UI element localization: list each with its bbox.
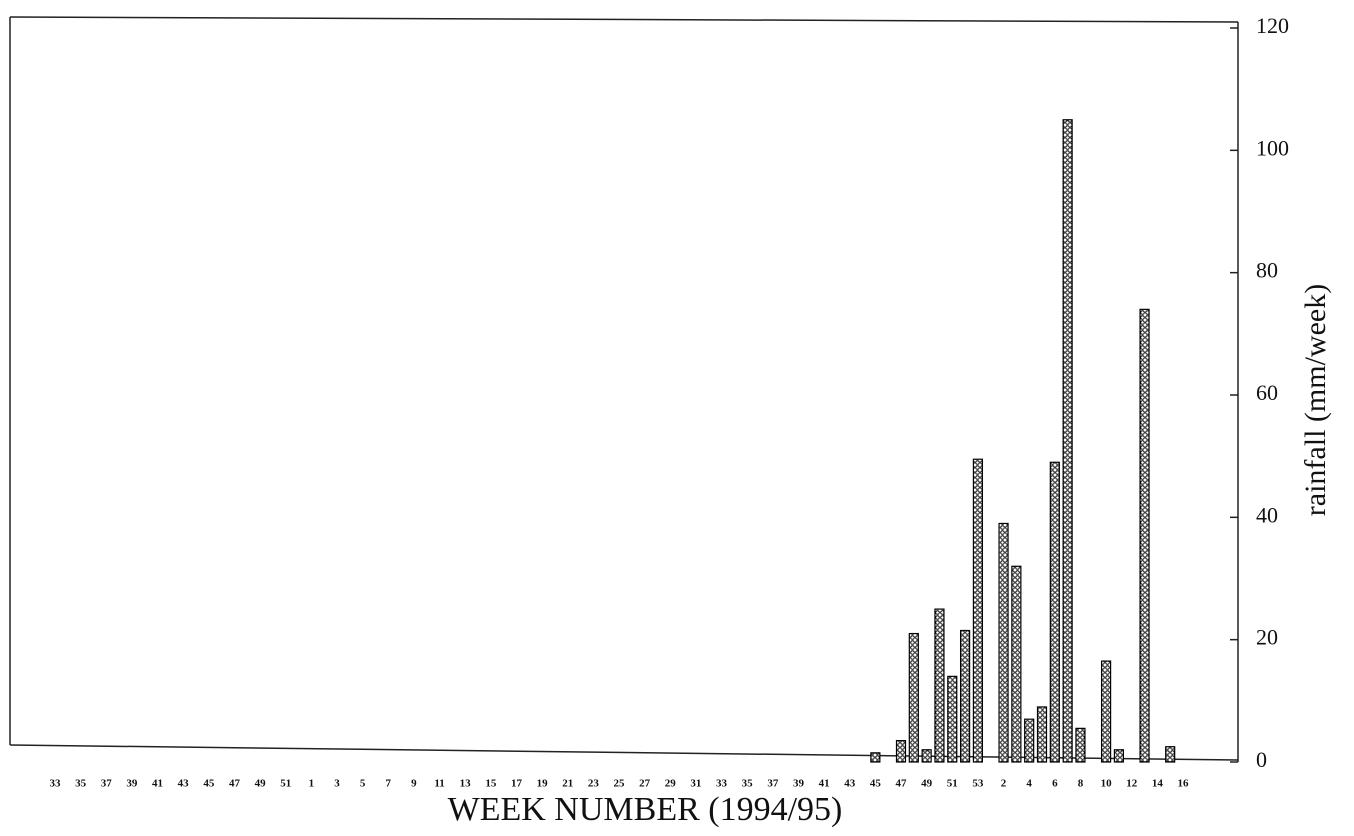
x-tick-label: 14 [1152, 778, 1164, 790]
x-tick-label: 6 [1052, 778, 1058, 790]
x-tick-label: 5 [360, 778, 366, 790]
frame-top [9, 16, 1239, 23]
bar [947, 675, 958, 763]
bar [921, 749, 932, 763]
bar [1036, 706, 1048, 763]
x-tick-label: 12 [1126, 778, 1138, 790]
y-tick-label: 60 [1256, 380, 1278, 405]
y-tick-label: 100 [1256, 135, 1289, 160]
x-tick-label: 11 [434, 778, 444, 790]
x-tick-label: 1 [309, 778, 315, 790]
bar [895, 739, 907, 763]
bar [1062, 119, 1073, 763]
x-tick-label: 7 [386, 778, 392, 790]
x-tick-label: 19 [537, 778, 549, 790]
y-tick-label: 80 [1256, 258, 1278, 283]
bar [1049, 461, 1060, 763]
x-tick-label: 23 [588, 778, 600, 790]
x-tick-label: 49 [921, 778, 933, 790]
y-tick-label: 0 [1256, 747, 1267, 772]
bar [1075, 727, 1086, 763]
x-tick-label: 53 [972, 778, 984, 790]
x-tick-label: 51 [280, 778, 291, 790]
x-tick-label: 45 [203, 778, 215, 790]
x-axis-label: WEEK NUMBER (1994/95) [448, 791, 843, 828]
bar [959, 629, 971, 763]
x-tick-label: 33 [50, 778, 62, 790]
bar [870, 752, 881, 763]
x-tick-label: 47 [896, 778, 908, 790]
x-tick-label: 21 [562, 778, 573, 790]
x-tick-label: 13 [460, 778, 472, 790]
x-tick-label: 43 [844, 778, 856, 790]
x-tick-label: 29 [665, 778, 677, 790]
x-tick-label: 39 [126, 778, 138, 790]
bar [1113, 749, 1125, 763]
x-tick-label: 27 [639, 778, 651, 790]
x-tick-label: 43 [178, 778, 190, 790]
bar [1139, 308, 1150, 763]
bar [1024, 718, 1035, 763]
bar [1100, 660, 1112, 763]
x-tick-label: 41 [152, 778, 163, 790]
x-tick-label: 39 [793, 778, 805, 790]
x-tick-label: 37 [767, 778, 779, 790]
x-tick-label: 47 [229, 778, 241, 790]
bar [972, 458, 984, 763]
x-tick-label: 37 [101, 778, 113, 790]
x-tick-label: 15 [485, 778, 497, 790]
x-tick-label: 49 [255, 778, 267, 790]
x-tick-label: 9 [411, 778, 417, 790]
x-tick-label: 4 [1026, 778, 1032, 790]
x-tick-label: 41 [819, 778, 830, 790]
bar [1165, 746, 1176, 763]
y-tick-label: 20 [1256, 625, 1278, 650]
x-tick-label: 25 [614, 778, 626, 790]
x-tick-label: 51 [947, 778, 958, 790]
x-tick-label: 17 [511, 778, 523, 790]
bar [908, 632, 919, 763]
x-tick-label: 10 [1101, 778, 1113, 790]
x-tick-label: 3 [334, 778, 340, 790]
x-tick-label: 35 [742, 778, 754, 790]
bar [934, 608, 945, 763]
x-tick-label: 8 [1078, 778, 1084, 790]
y-tick-label: 40 [1256, 502, 1278, 527]
x-tick-label: 45 [870, 778, 882, 790]
x-tick-label: 35 [75, 778, 87, 790]
x-tick-label: 33 [716, 778, 728, 790]
y-tick-label: 120 [1256, 13, 1289, 38]
x-tick-label: 31 [690, 778, 701, 790]
bar [998, 522, 1009, 763]
y-axis-label: rainfall (mm/week) [1299, 284, 1332, 516]
bar [1011, 565, 1022, 763]
x-tick-label: 16 [1178, 778, 1190, 790]
x-tick-label: 2 [1001, 778, 1007, 790]
